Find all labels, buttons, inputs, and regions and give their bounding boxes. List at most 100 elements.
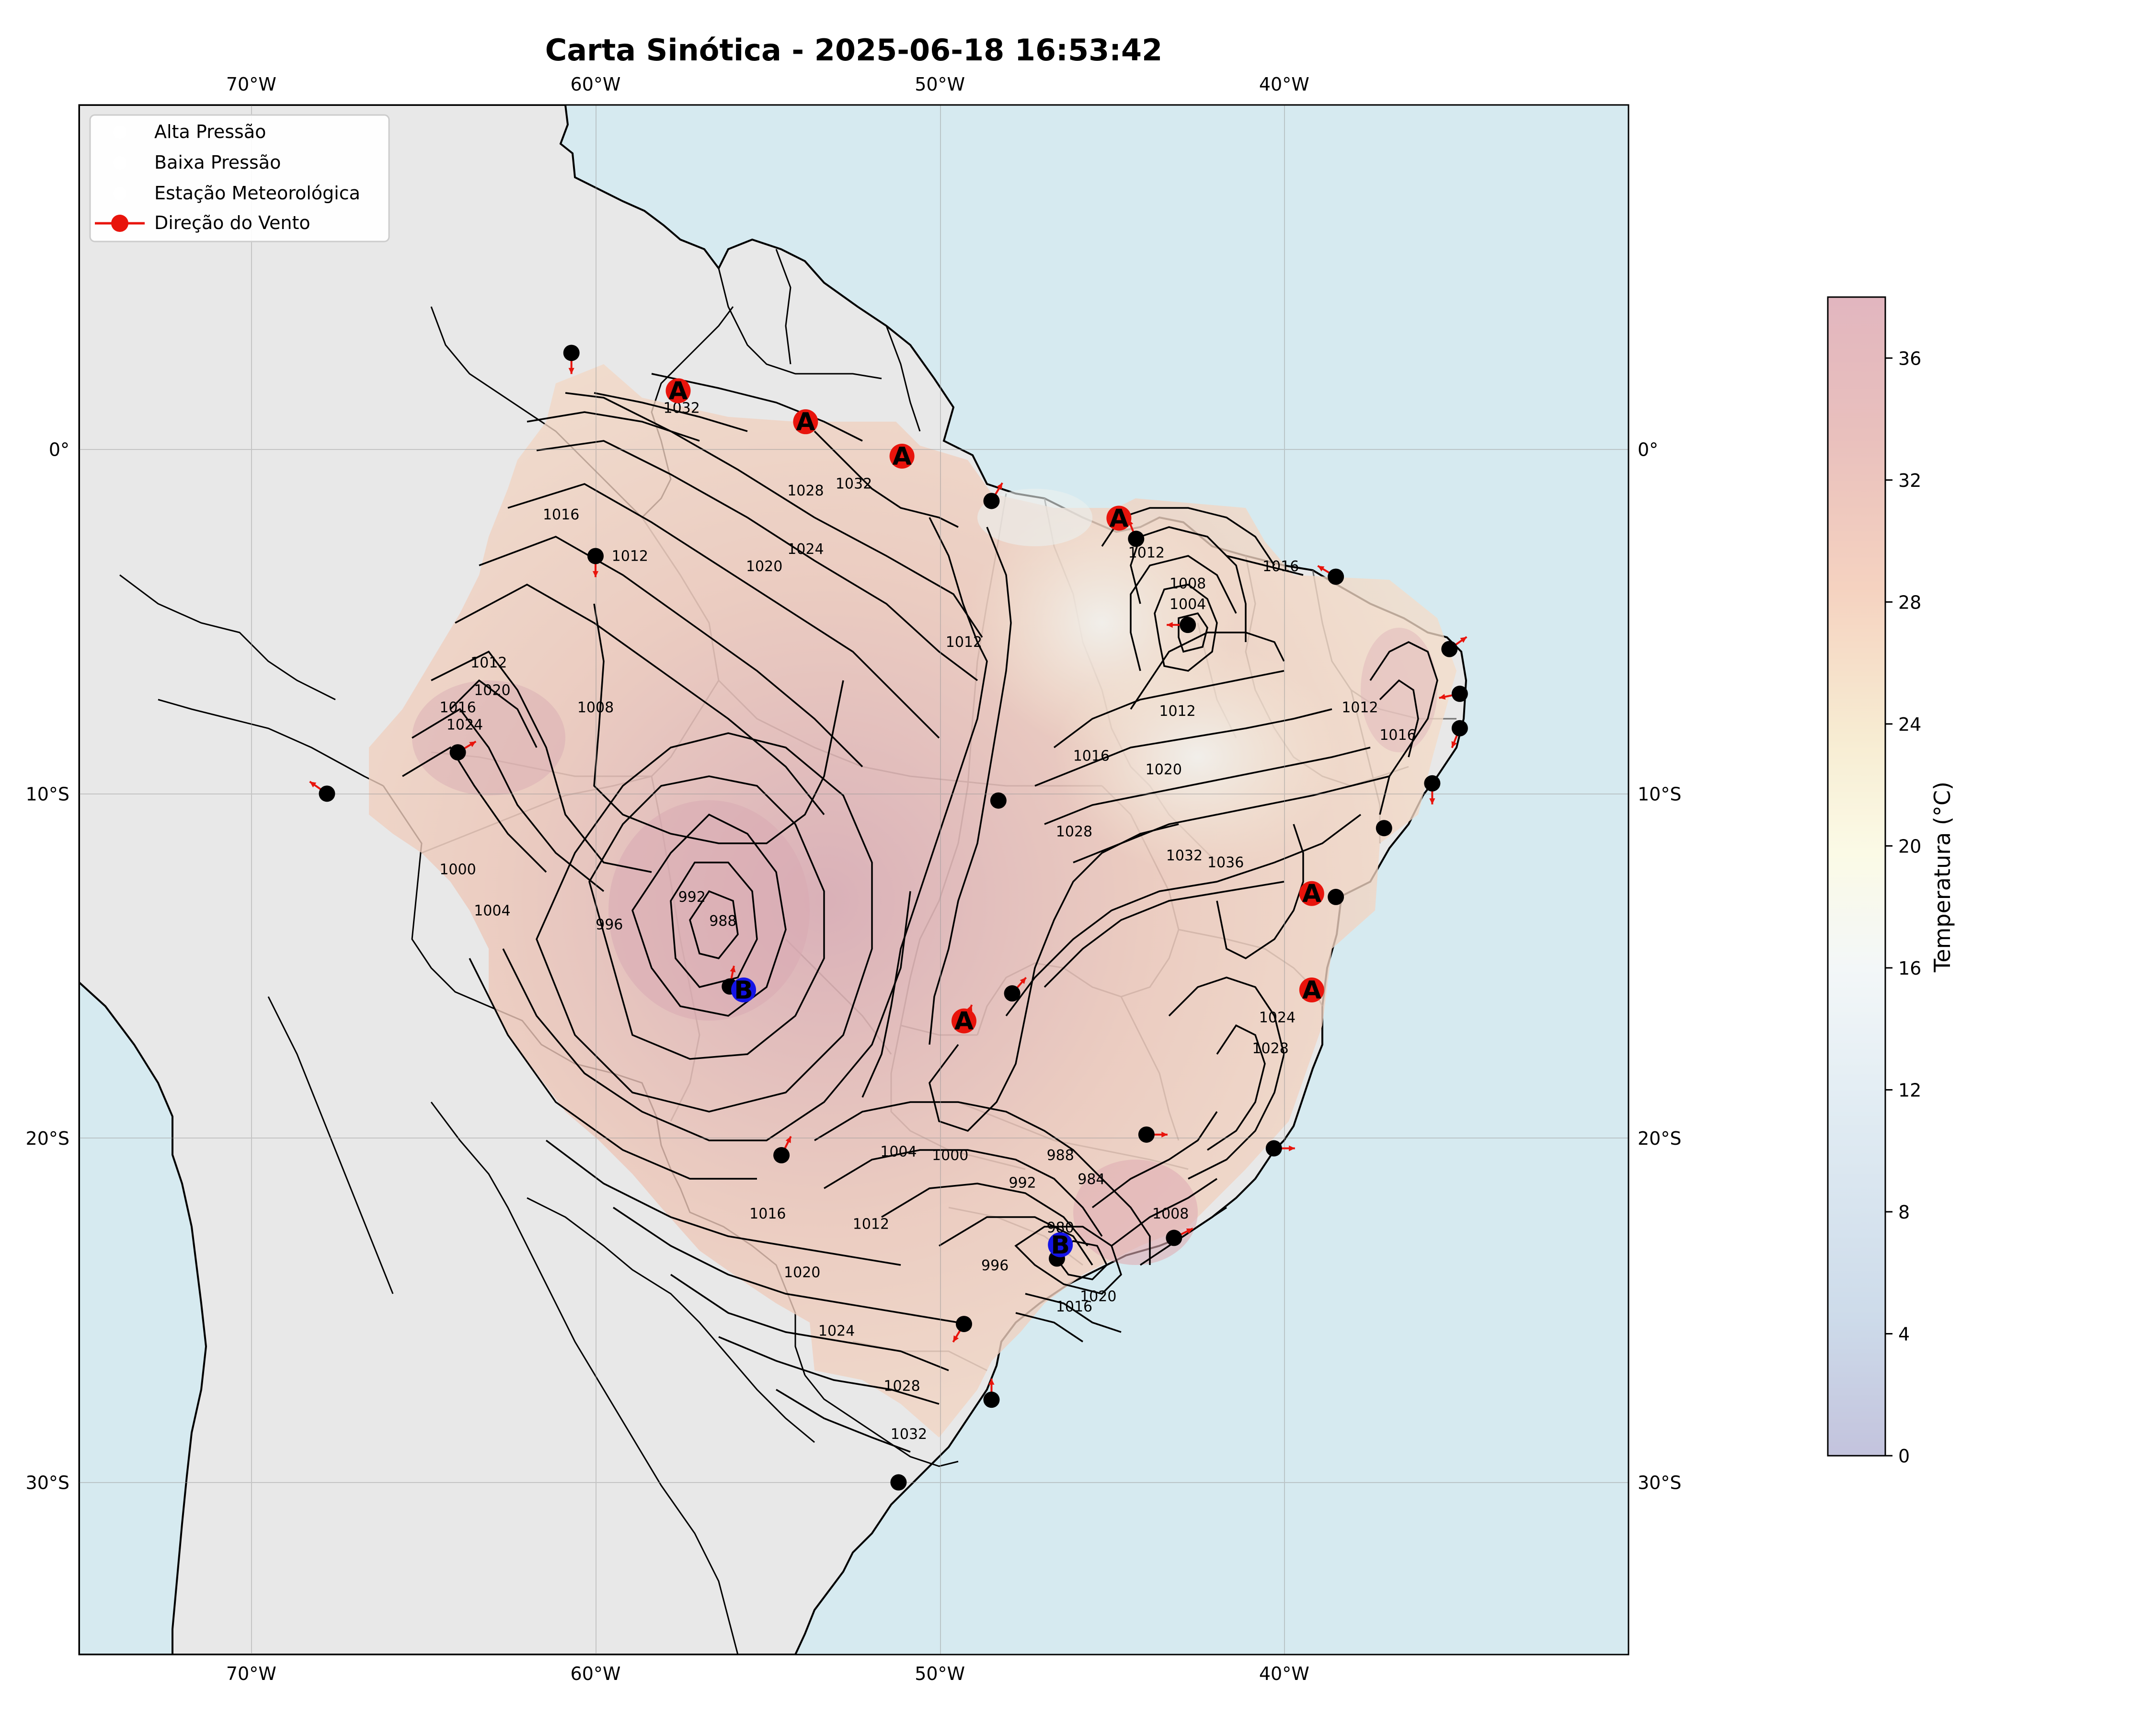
isobar-label: 1016 <box>749 1206 786 1222</box>
isobar-label: 1024 <box>787 541 824 558</box>
isobar-label: 1016 <box>439 700 476 716</box>
lat-tick-label-right: 0° <box>1638 439 1658 460</box>
isobar-label: 1028 <box>883 1378 920 1394</box>
country-borders <box>119 249 959 1655</box>
wind-arrow-head <box>1186 1228 1193 1234</box>
weather-station-marker <box>955 1316 972 1333</box>
isobar-label: 996 <box>981 1257 1009 1274</box>
weather-station-marker <box>1180 617 1196 633</box>
isobar-label: 1020 <box>784 1264 820 1281</box>
isobar-label: 1000 <box>932 1147 968 1164</box>
colorbar-tick-label: 20 <box>1898 836 1921 857</box>
map-border <box>78 104 1629 1656</box>
low-pressure-dot <box>1048 1232 1073 1257</box>
isobar-label: 1012 <box>1342 700 1378 716</box>
high-pressure-symbol: A <box>1302 880 1321 908</box>
wind-arrow-head <box>988 1379 995 1385</box>
low-pressure-dot <box>731 977 757 1002</box>
lon-tick-label-top: 60°W <box>571 74 621 95</box>
isobar-label: 1024 <box>818 1322 855 1339</box>
isobar-label: 1016 <box>1073 748 1110 764</box>
lon-tick-label-top: 70°W <box>226 74 276 95</box>
weather-station-marker <box>1328 568 1344 585</box>
low-pressure-symbol: B <box>734 976 753 1005</box>
wind-arrow-head <box>1451 741 1457 748</box>
wind-arrow-head <box>1167 622 1173 628</box>
low-pressure-center: B <box>731 976 757 1005</box>
pressure-systems: A A A A A A A B B <box>665 377 1324 1260</box>
weather-station-marker <box>890 1474 907 1491</box>
south-america-west-coast <box>79 981 207 1655</box>
colorbar-tick-label: 4 <box>1898 1323 1910 1345</box>
high-pressure-center: A <box>889 442 915 471</box>
low-pressure-symbol: B <box>1051 1231 1070 1260</box>
legend-box <box>89 114 390 242</box>
map-area[interactable]: 1032103210281024102010161012101210201016… <box>79 105 1628 1655</box>
low-pressure-marker <box>113 156 126 170</box>
isobar-label: 1020 <box>1080 1288 1116 1305</box>
lon-tick-label-bottom: 50°W <box>915 1663 965 1684</box>
high-pressure-center: A <box>665 377 691 405</box>
isobar-label: 992 <box>678 889 706 906</box>
isobar-label: 1016 <box>543 506 579 523</box>
wind-arrow-head <box>1439 694 1446 700</box>
weather-station-marker <box>1138 1126 1155 1143</box>
legend-item-wind: Direção do Vento <box>95 212 310 233</box>
legend-item-station: Estação Meteorológica <box>113 183 360 204</box>
wind-arrow-head <box>730 966 736 973</box>
isobar-label: 1016 <box>1056 1299 1092 1315</box>
lon-tick-label-bottom: 70°W <box>226 1663 276 1684</box>
station-marker <box>113 187 126 200</box>
colorbar-tick-label: 32 <box>1898 470 1921 491</box>
isobar-label: 992 <box>1009 1174 1036 1191</box>
isobars <box>402 373 1438 1453</box>
weather-station-marker <box>587 548 604 564</box>
isobar-label: 1012 <box>946 634 982 651</box>
high-pressure-dot <box>1106 506 1132 531</box>
wind-arrow-head <box>1020 978 1026 984</box>
wind-arrow-head <box>568 368 574 374</box>
legend-item-high: Alta Pressão <box>113 121 266 142</box>
legend-label: Estação Meteorológica <box>154 183 360 204</box>
high-pressure-center: A <box>1299 880 1324 908</box>
isobar-label: 1032 <box>891 1426 927 1443</box>
isobar-label: 1004 <box>1170 596 1206 613</box>
wind-arrow-head <box>592 571 599 577</box>
lon-tick-label-top: 50°W <box>915 74 965 95</box>
isobar-label: 1032 <box>836 476 872 493</box>
weather-station-marker <box>983 493 1000 509</box>
lat-tick-label-left: 30°S <box>26 1472 69 1494</box>
wind-arrow-head <box>310 782 317 788</box>
weather-station-marker <box>773 1147 790 1163</box>
isobar-label: 1008 <box>1152 1206 1189 1222</box>
isobar-label: 1020 <box>746 558 782 575</box>
high-pressure-center: A <box>951 1007 976 1036</box>
wind-arrow-head <box>997 483 1003 490</box>
isobar-label: 1028 <box>1252 1040 1288 1057</box>
weather-station-marker <box>1004 985 1021 1002</box>
lon-tick-label-bottom: 60°W <box>571 1663 621 1684</box>
legend-label: Direção do Vento <box>154 212 310 233</box>
legend-label: Alta Pressão <box>154 121 266 142</box>
isobar-label: 1012 <box>1128 544 1165 561</box>
high-pressure-dot <box>793 409 818 435</box>
isobar-label: 1012 <box>612 548 648 564</box>
wind-arrow-head <box>953 1335 959 1342</box>
isobar-label: 1004 <box>880 1144 917 1161</box>
weather-station-marker <box>983 1392 1000 1408</box>
lat-tick-label-right: 20°S <box>1638 1128 1681 1149</box>
weather-station-marker <box>1328 888 1344 905</box>
weather-station-marker <box>1166 1230 1182 1246</box>
legend-item-low: Baixa Pressão <box>113 152 281 173</box>
colorbar-tick-label: 24 <box>1898 714 1921 735</box>
isobar-label: 996 <box>596 916 623 933</box>
weather-station-marker <box>1451 720 1468 736</box>
colorbar-gradient <box>1827 296 1886 1457</box>
legend: Alta Pressão Baixa Pressão Estação Meteo… <box>89 114 390 242</box>
high-pressure-symbol: A <box>1302 976 1321 1005</box>
colorbar-ticks: 0 4 8 12 16 20 24 28 32 36 <box>1885 348 1921 1467</box>
isobar-label: 1008 <box>1170 575 1206 592</box>
colorbar-label: Temperatura (°C) <box>1929 782 1955 973</box>
wind-arrow-head <box>1318 565 1325 572</box>
